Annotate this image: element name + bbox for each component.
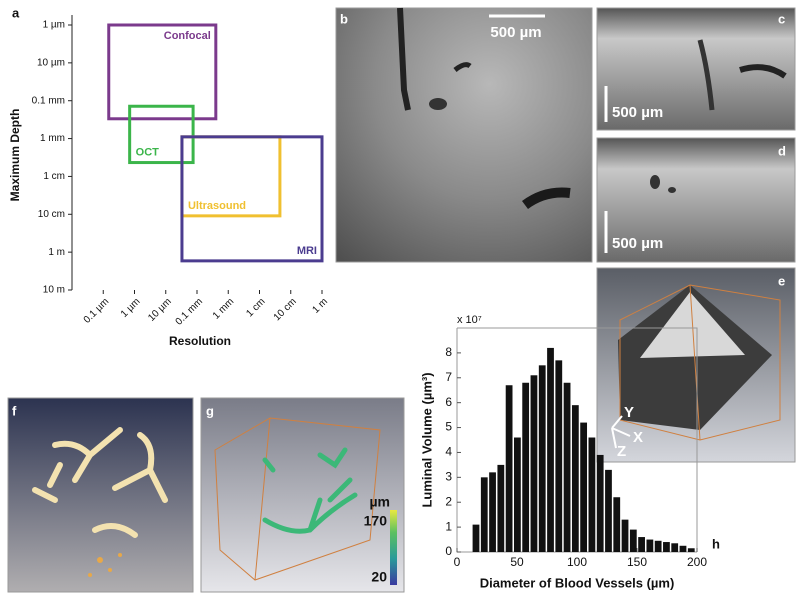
bar xyxy=(621,519,629,552)
bar xyxy=(538,365,546,552)
x-tick-label: 0.1 mm xyxy=(174,296,205,327)
image-f xyxy=(7,397,194,593)
y-tick-label: 0 xyxy=(445,544,452,558)
bar xyxy=(497,464,505,552)
bar xyxy=(480,477,488,552)
x-tick-label: 1 µm xyxy=(119,296,143,320)
panel-label: f xyxy=(12,403,17,418)
box-label: MRI xyxy=(297,245,317,257)
y-multiplier: x 10⁷ xyxy=(457,314,482,326)
bar xyxy=(646,539,654,552)
y-tick-label: 2 xyxy=(445,494,452,508)
x-tick-label: 0.1 µm xyxy=(82,296,112,326)
bar xyxy=(571,405,579,552)
y-tick-label: 1 cm xyxy=(43,171,65,182)
bar xyxy=(489,472,496,552)
x-tick-label: 0 xyxy=(454,555,461,569)
bar xyxy=(530,375,538,552)
bar xyxy=(514,437,521,552)
y-tick-label: 7 xyxy=(445,370,452,384)
image-c: 500 µm xyxy=(596,7,796,131)
x-tick-label: 200 xyxy=(687,555,707,569)
x-tick-label: 1 cm xyxy=(244,296,267,319)
bar xyxy=(472,524,480,552)
range-box xyxy=(180,135,324,263)
y-tick-label: 1 xyxy=(445,519,452,533)
bar xyxy=(679,545,687,552)
range-box xyxy=(107,23,218,121)
colorbar-tick: 170 xyxy=(364,513,388,529)
bar xyxy=(663,542,670,552)
colorbar-tick: 20 xyxy=(371,569,387,585)
y-tick-label: 10 µm xyxy=(37,57,65,68)
bar xyxy=(629,529,637,552)
range-box xyxy=(128,104,195,165)
x-tick-label: 100 xyxy=(567,555,587,569)
panel-label: h xyxy=(712,536,720,551)
bar xyxy=(580,422,588,552)
y-axis-title: Maximum Depth xyxy=(8,109,22,202)
y-tick-label: 1 m xyxy=(48,247,65,258)
scale-bar-label: 500 µm xyxy=(612,235,663,252)
axis-label: Y xyxy=(624,404,634,421)
y-tick-label: 4 xyxy=(445,445,452,459)
bar xyxy=(654,540,662,552)
bar xyxy=(671,543,679,552)
bar xyxy=(687,548,695,552)
bar xyxy=(563,382,571,552)
axis-label: Z xyxy=(617,443,626,460)
bar xyxy=(522,382,530,552)
x-tick-label: 10 cm xyxy=(272,296,299,323)
image-b: 500 µm xyxy=(335,7,593,263)
y-tick-label: 10 m xyxy=(43,285,65,296)
x-axis-title: Resolution xyxy=(169,334,231,348)
bar xyxy=(547,347,554,552)
y-tick-label: 6 xyxy=(445,395,452,409)
x-axis-title: Diameter of Blood Vessels (µm) xyxy=(480,575,675,590)
panel-label: e xyxy=(778,273,785,288)
scale-bar-label: 500 µm xyxy=(612,104,663,121)
y-axis-title: Luminal Volume (µm³) xyxy=(419,372,434,507)
x-tick-label: 10 µm xyxy=(146,296,174,324)
scale-bar-label: 500 µm xyxy=(490,24,541,41)
box-label: Ultrasound xyxy=(188,200,246,212)
y-tick-label: 10 cm xyxy=(38,209,65,220)
x-tick-label: 150 xyxy=(627,555,647,569)
image-e: Y X Z xyxy=(596,267,796,463)
y-tick-label: 0.1 mm xyxy=(32,95,65,106)
bar xyxy=(505,385,513,552)
x-tick-label: 1 m xyxy=(310,296,330,316)
x-tick-label: 1 mm xyxy=(211,296,236,321)
y-tick-label: 3 xyxy=(445,470,452,484)
y-tick-label: 8 xyxy=(445,345,452,359)
bar xyxy=(638,537,645,552)
bar xyxy=(596,454,604,552)
box-label: Confocal xyxy=(164,30,211,42)
bar xyxy=(555,360,563,552)
x-tick-label: 50 xyxy=(510,555,524,569)
bar xyxy=(588,437,596,552)
box-label: OCT xyxy=(136,146,160,158)
panel-label: c xyxy=(778,11,785,26)
bar xyxy=(605,469,612,552)
y-tick-label: 5 xyxy=(445,420,452,434)
y-tick-label: 1 mm xyxy=(40,133,65,144)
panel-label: d xyxy=(778,143,786,158)
panel-label: g xyxy=(206,403,214,418)
y-tick-label: 1 µm xyxy=(43,20,65,31)
panel-label: a xyxy=(12,5,20,20)
image-g: µm 170 20 xyxy=(200,397,405,593)
axis-label: X xyxy=(633,429,643,446)
colorbar-unit: µm xyxy=(369,494,390,510)
image-d: 500 µm xyxy=(596,137,796,263)
panel-label: b xyxy=(340,11,348,26)
bar xyxy=(613,497,621,552)
